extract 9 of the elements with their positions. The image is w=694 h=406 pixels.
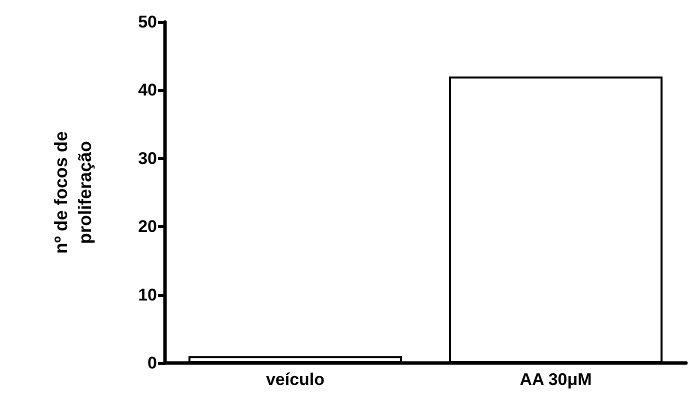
x-tick-label: AA 30μM	[520, 370, 592, 389]
y-tick-label: 50	[138, 12, 157, 32]
y-tick-label: 30	[138, 148, 157, 168]
y-tick-label: 20	[138, 217, 157, 236]
y-axis-title: nº de focos de proliferação	[51, 131, 95, 254]
y-tick-label: 0	[148, 354, 157, 372]
x-tick-label: veículo	[266, 370, 325, 389]
y-tick-label: 10	[138, 285, 157, 304]
y-tick-label: 40	[138, 80, 157, 100]
